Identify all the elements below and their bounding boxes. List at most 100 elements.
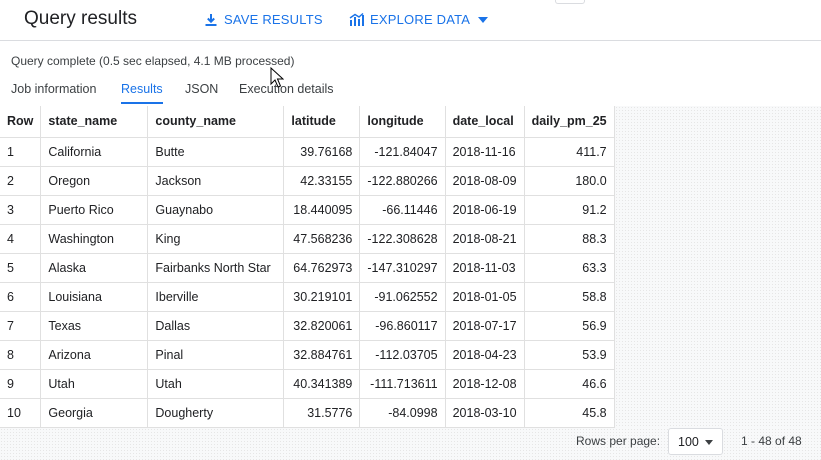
cell-state-name: Washington: [40, 224, 149, 254]
cell-daily-pm-25: 56.9: [524, 311, 615, 341]
cell-latitude: 32.884761: [283, 340, 361, 370]
cell-latitude: 47.568236: [283, 224, 361, 254]
tab-results[interactable]: Results: [121, 82, 163, 104]
cell-row-number: 7: [0, 311, 42, 341]
chevron-down-icon: [705, 440, 713, 445]
cell-state-name: Arizona: [40, 340, 149, 370]
cell-latitude: 30.219101: [283, 282, 361, 312]
cell-date-local: 2018-04-23: [445, 340, 525, 370]
cell-latitude: 42.33155: [283, 166, 361, 196]
cell-longitude: -91.062552: [359, 282, 446, 312]
cell-row-number: 6: [0, 282, 42, 312]
cell-daily-pm-25: 63.3: [524, 253, 615, 283]
explore-data-button[interactable]: EXPLORE DATA: [349, 12, 489, 27]
save-results-button[interactable]: SAVE RESULTS: [204, 12, 323, 27]
cell-state-name: Alaska: [40, 253, 149, 283]
cell-county-name: Dougherty: [147, 398, 285, 428]
cell-latitude: 40.341389: [283, 369, 361, 399]
table-row: 2 Oregon Jackson 42.33155 -122.880266 2018-08…: [0, 166, 615, 196]
cell-county-name: Dallas: [147, 311, 285, 341]
column-header-county-name: county_name: [147, 106, 285, 138]
save-results-label: SAVE RESULTS: [224, 12, 323, 27]
cell-county-name: Utah: [147, 369, 285, 399]
cell-county-name: Iberville: [147, 282, 285, 312]
cell-latitude: 64.762973: [283, 253, 361, 283]
collapse-handle[interactable]: [555, 0, 585, 4]
cell-row-number: 9: [0, 369, 42, 399]
cell-row-number: 3: [0, 195, 42, 225]
cell-date-local: 2018-11-16: [445, 137, 525, 167]
table-row: 10 Georgia Dougherty 31.5776 -84.0998 2018-03…: [0, 398, 615, 428]
cell-state-name: Oregon: [40, 166, 149, 196]
cell-row-number: 5: [0, 253, 42, 283]
table-row: 7 Texas Dallas 32.820061 -96.860117 2018-07-1…: [0, 311, 615, 341]
cell-date-local: 2018-06-19: [445, 195, 525, 225]
chevron-down-icon: [478, 16, 489, 23]
table-row: 8 Arizona Pinal 32.884761 -112.03705 2018-04-…: [0, 340, 615, 370]
cell-longitude: -66.11446: [359, 195, 446, 225]
cell-county-name: Jackson: [147, 166, 285, 196]
tab-json[interactable]: JSON: [185, 82, 219, 96]
cell-county-name: Butte: [147, 137, 285, 167]
cell-date-local: 2018-11-03: [445, 253, 525, 283]
cell-state-name: California: [40, 137, 149, 167]
cell-daily-pm-25: 45.8: [524, 398, 615, 428]
column-header-date-local: date_local: [445, 106, 525, 138]
cell-state-name: Georgia: [40, 398, 149, 428]
cell-date-local: 2018-08-21: [445, 224, 525, 254]
table-row: 6 Louisiana Iberville 30.219101 -91.062552 20…: [0, 282, 615, 312]
cell-longitude: -96.860117: [359, 311, 446, 341]
table-header-row: Row state_name county_name latitude long…: [0, 106, 615, 138]
cell-daily-pm-25: 88.3: [524, 224, 615, 254]
cell-county-name: King: [147, 224, 285, 254]
cell-date-local: 2018-01-05: [445, 282, 525, 312]
column-header-state-name: state_name: [40, 106, 149, 138]
page-title: Query results: [24, 8, 137, 29]
cell-longitude: -112.03705: [359, 340, 446, 370]
column-header-daily-pm-25: daily_pm_25: [524, 106, 615, 138]
cell-state-name: Louisiana: [40, 282, 149, 312]
results-table-area: Row state_name county_name latitude long…: [0, 106, 821, 428]
results-table: Row state_name county_name latitude long…: [0, 106, 615, 428]
cell-daily-pm-25: 180.0: [524, 166, 615, 196]
table-row: 5 Alaska Fairbanks North Star 64.762973 -147…: [0, 253, 615, 283]
cell-daily-pm-25: 53.9: [524, 340, 615, 370]
cell-row-number: 8: [0, 340, 42, 370]
pagination-range: 1 - 48 of 48: [741, 434, 802, 448]
cell-longitude: -122.880266: [359, 166, 446, 196]
cell-state-name: Puerto Rico: [40, 195, 149, 225]
cell-date-local: 2018-12-08: [445, 369, 525, 399]
cell-date-local: 2018-08-09: [445, 166, 525, 196]
cell-daily-pm-25: 411.7: [524, 137, 615, 167]
cell-latitude: 32.820061: [283, 311, 361, 341]
table-row: 9 Utah Utah 40.341389 -111.713611 2018-12-08 4…: [0, 369, 615, 399]
tab-job-information[interactable]: Job information: [11, 82, 97, 96]
results-tabs: Job information Results JSON Execution d…: [0, 80, 821, 104]
cell-county-name: Guaynabo: [147, 195, 285, 225]
cell-latitude: 18.440095: [283, 195, 361, 225]
rows-per-page-label: Rows per page:: [576, 434, 661, 448]
cell-longitude: -111.713611: [359, 369, 446, 399]
cell-county-name: Fairbanks North Star: [147, 253, 285, 283]
table-row: 4 Washington King 47.568236 -122.308628 2018-…: [0, 224, 615, 254]
mouse-pointer-icon: [270, 67, 284, 88]
cell-row-number: 10: [0, 398, 42, 428]
tab-execution-details[interactable]: Execution details: [239, 82, 334, 96]
rows-per-page-select[interactable]: 100: [668, 428, 723, 455]
cell-daily-pm-25: 46.6: [524, 369, 615, 399]
cell-longitude: -122.308628: [359, 224, 446, 254]
cell-longitude: -121.84047: [359, 137, 446, 167]
cell-row-number: 2: [0, 166, 42, 196]
cell-date-local: 2018-07-17: [445, 311, 525, 341]
table-row: 3 Puerto Rico Guaynabo 18.440095 -66.11446 20…: [0, 195, 615, 225]
results-header: Query results SAVE RESULTS EXPLORE DATA: [0, 0, 821, 41]
cell-row-number: 1: [0, 137, 42, 167]
cell-date-local: 2018-03-10: [445, 398, 525, 428]
table-row: 1 California Butte 39.76168 -121.84047 2018-1…: [0, 137, 615, 167]
cell-longitude: -147.310297: [359, 253, 446, 283]
rows-per-page-value: 100: [678, 435, 699, 449]
column-header-row: Row: [0, 106, 42, 138]
table-body: 1 California Butte 39.76168 -121.84047 2018-1…: [0, 137, 615, 428]
pagination-bar: Rows per page: 100 1 - 48 of 48: [0, 428, 821, 460]
cell-daily-pm-25: 91.2: [524, 195, 615, 225]
